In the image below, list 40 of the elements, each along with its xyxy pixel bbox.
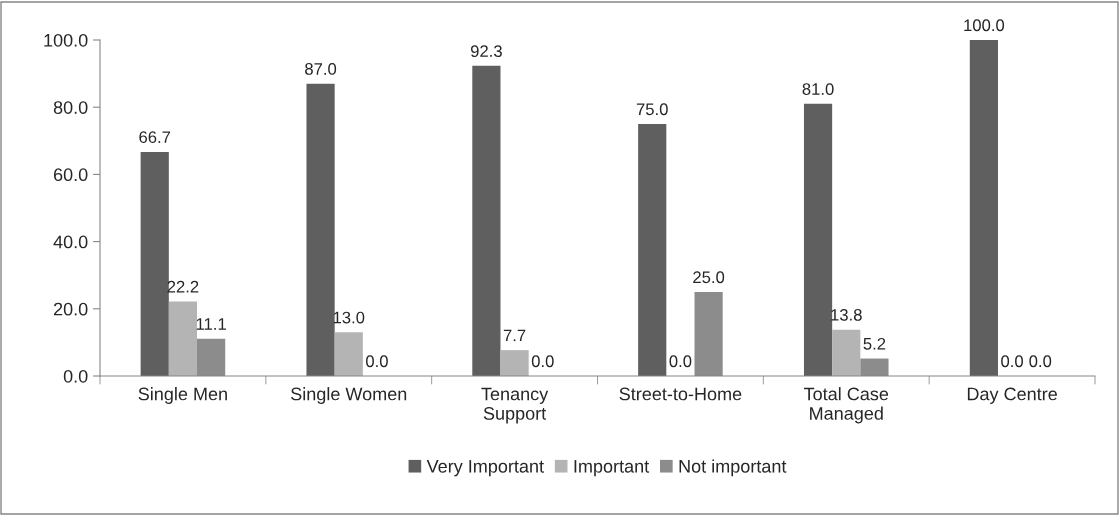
bar	[832, 329, 861, 376]
x-tick-label: Street-to-Home	[619, 387, 742, 401]
x-tick-label: Single Men	[138, 387, 227, 404]
y-tick-label: 40.0	[53, 235, 88, 249]
y-tick-label: 0.0	[63, 369, 88, 383]
legend-label: Not important	[679, 459, 787, 477]
text: 0.0	[669, 355, 692, 368]
legend-label: Very Important	[426, 460, 544, 477]
y-tick-label: 80.0	[53, 101, 88, 114]
text: 100.0	[964, 19, 1005, 32]
text: 92.3	[470, 45, 502, 58]
text: 75.0	[636, 103, 668, 116]
text: 66.7	[139, 131, 171, 144]
text: 0.0	[1001, 355, 1024, 368]
bar	[803, 103, 833, 376]
text: 0.0	[531, 355, 554, 368]
bar	[500, 350, 529, 376]
text: 0.0	[1029, 355, 1052, 368]
x-tick-label: Single Women	[291, 387, 407, 404]
text: 81.0	[802, 83, 834, 95]
bar	[168, 301, 198, 376]
y-tick-label: 20.0	[53, 302, 88, 316]
bar	[969, 40, 998, 376]
bar	[140, 151, 169, 376]
text: 87.0	[305, 63, 337, 75]
bar	[638, 124, 667, 376]
x-tick-label: Day Centre	[967, 387, 1057, 404]
bar	[334, 332, 363, 376]
text: 11.1	[196, 318, 226, 330]
text: 25.0	[693, 271, 725, 284]
bar	[472, 65, 501, 376]
x-tick-label: Tenancy Support	[481, 387, 549, 424]
legend-label: Important	[574, 460, 650, 477]
text: 7.7	[503, 329, 526, 342]
text: 5.2	[863, 337, 886, 350]
x-tick-label: Total Case Managed	[804, 387, 889, 424]
bar	[306, 83, 335, 376]
y-tick-label: 100.0	[44, 33, 88, 47]
text: 0.0	[366, 355, 388, 368]
y-tick-label: 60.0	[53, 168, 88, 182]
